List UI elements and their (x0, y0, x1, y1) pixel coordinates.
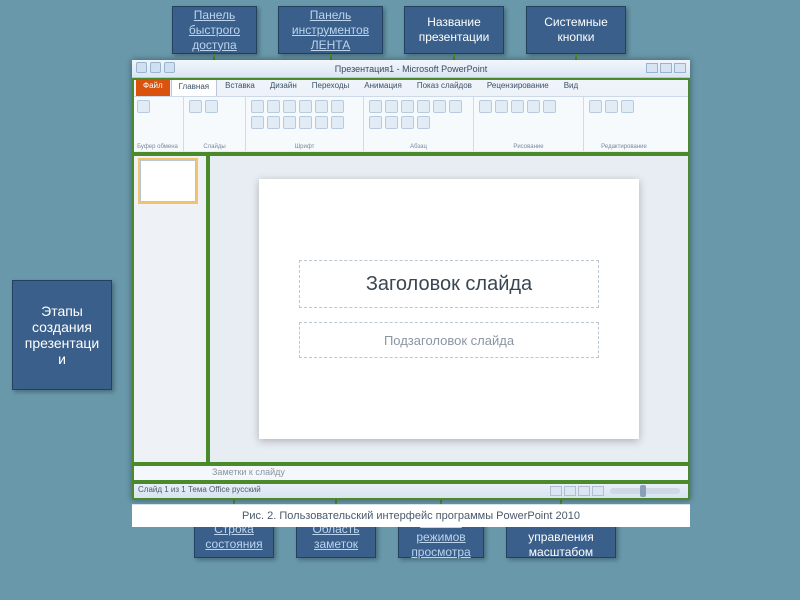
view-normal-button[interactable] (550, 486, 562, 496)
qat-undo-icon[interactable] (150, 62, 161, 73)
shapes-button[interactable] (479, 100, 492, 113)
tab-slideshow[interactable]: Показ слайдов (410, 78, 479, 96)
slide-canvas[interactable]: Заголовок слайда Подзаголовок слайда (259, 179, 639, 439)
group-clipboard-label: Буфер обмена (137, 144, 178, 150)
group-editing-label: Редактирование (589, 144, 659, 150)
view-sorter-button[interactable] (564, 486, 576, 496)
work-area: Заголовок слайда Подзаголовок слайда (132, 154, 690, 464)
qat-save-icon[interactable] (136, 62, 147, 73)
slide-subtitle-placeholder[interactable]: Подзаголовок слайда (299, 322, 599, 358)
group-editing: Редактирование (584, 97, 664, 151)
tab-design[interactable]: Дизайн (263, 78, 304, 96)
tab-file[interactable]: Файл (136, 78, 170, 96)
status-right (550, 485, 684, 497)
ribbon: Файл Главная Вставка Дизайн Переходы Ани… (132, 78, 690, 154)
thumbnail-panel[interactable] (132, 154, 208, 464)
zoom-slider[interactable] (610, 488, 680, 494)
tab-view[interactable]: Вид (557, 78, 585, 96)
slide-title-placeholder[interactable]: Заголовок слайда (299, 260, 599, 308)
status-text: Слайд 1 из 1 Тема Office русский (138, 485, 261, 497)
group-font-label: Шрифт (251, 144, 358, 150)
callout-sys: Системные кнопки (526, 6, 626, 54)
notes-pane[interactable]: Заметки к слайду (132, 464, 690, 482)
ribbon-body: Буфер обмена Слайды Шрифт Абзац Рисовани… (132, 96, 690, 151)
window-titlebar: Презентация1 - Microsoft PowerPoint (132, 60, 690, 78)
figure-caption: Рис. 2. Пользовательский интерфейс прогр… (132, 504, 690, 527)
minimize-button[interactable] (646, 63, 658, 73)
view-slideshow-button[interactable] (592, 486, 604, 496)
status-bar: Слайд 1 из 1 Тема Office русский (132, 482, 690, 500)
group-paragraph: Абзац (364, 97, 474, 151)
slide-thumbnail-1[interactable] (140, 160, 196, 202)
group-paragraph-label: Абзац (369, 144, 468, 150)
group-slides: Слайды (184, 97, 246, 151)
group-drawing-label: Рисование (479, 144, 578, 150)
layout-button[interactable] (205, 100, 218, 113)
paste-button[interactable] (137, 100, 150, 113)
view-reading-button[interactable] (578, 486, 590, 496)
callout-title: Название презентации (404, 6, 504, 54)
close-button[interactable] (674, 63, 686, 73)
group-clipboard: Буфер обмена (132, 97, 184, 151)
powerpoint-window: Презентация1 - Microsoft PowerPoint Файл… (132, 60, 690, 500)
slide-editor[interactable]: Заголовок слайда Подзаголовок слайда (208, 154, 690, 464)
tab-transitions[interactable]: Переходы (305, 78, 357, 96)
stages-label: Этапы создания презентаци и (12, 280, 112, 390)
quick-access-toolbar[interactable] (136, 62, 175, 73)
new-slide-button[interactable] (189, 100, 202, 113)
group-font: Шрифт (246, 97, 364, 151)
group-slides-label: Слайды (189, 144, 240, 150)
tab-home[interactable]: Главная (171, 78, 217, 96)
qat-redo-icon[interactable] (164, 62, 175, 73)
window-title-text: Презентация1 - Microsoft PowerPoint (335, 64, 487, 74)
group-drawing: Рисование (474, 97, 584, 151)
callout-ribbon[interactable]: Панель инструментов ЛЕНТА (278, 6, 383, 54)
tab-insert[interactable]: Вставка (218, 78, 262, 96)
ribbon-tabs[interactable]: Файл Главная Вставка Дизайн Переходы Ани… (132, 78, 690, 96)
maximize-button[interactable] (660, 63, 672, 73)
callout-qat[interactable]: Панель быстрого доступа (172, 6, 257, 54)
tab-animations[interactable]: Анимация (357, 78, 409, 96)
tab-review[interactable]: Рецензирование (480, 78, 556, 96)
system-buttons[interactable] (646, 63, 686, 73)
